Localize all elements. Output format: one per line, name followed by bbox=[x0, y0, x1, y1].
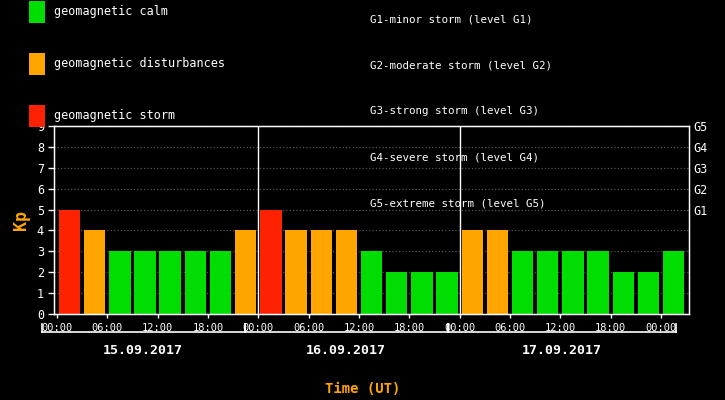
Bar bbox=[310, 230, 332, 314]
Bar bbox=[411, 272, 433, 314]
Bar bbox=[185, 251, 206, 314]
Text: G4-severe storm (level G4): G4-severe storm (level G4) bbox=[370, 152, 539, 162]
Text: geomagnetic calm: geomagnetic calm bbox=[54, 6, 167, 18]
Text: G1-minor storm (level G1): G1-minor storm (level G1) bbox=[370, 14, 532, 24]
Bar bbox=[587, 251, 609, 314]
Bar bbox=[336, 230, 357, 314]
Bar bbox=[361, 251, 382, 314]
Bar bbox=[134, 251, 156, 314]
Text: geomagnetic disturbances: geomagnetic disturbances bbox=[54, 58, 225, 70]
Bar bbox=[109, 251, 130, 314]
Bar bbox=[537, 251, 558, 314]
Bar bbox=[386, 272, 407, 314]
Text: G2-moderate storm (level G2): G2-moderate storm (level G2) bbox=[370, 60, 552, 70]
Bar bbox=[286, 230, 307, 314]
Text: 17.09.2017: 17.09.2017 bbox=[522, 344, 602, 357]
Bar bbox=[235, 230, 257, 314]
Bar bbox=[436, 272, 457, 314]
Text: G3-strong storm (level G3): G3-strong storm (level G3) bbox=[370, 106, 539, 116]
Bar bbox=[563, 251, 584, 314]
Y-axis label: Kp: Kp bbox=[12, 210, 30, 230]
Text: geomagnetic storm: geomagnetic storm bbox=[54, 110, 175, 122]
Bar bbox=[613, 272, 634, 314]
Bar bbox=[663, 251, 684, 314]
Bar bbox=[84, 230, 105, 314]
Bar bbox=[59, 210, 80, 314]
Bar bbox=[486, 230, 508, 314]
Bar bbox=[260, 210, 281, 314]
Bar bbox=[638, 272, 659, 314]
Bar bbox=[210, 251, 231, 314]
Bar bbox=[160, 251, 181, 314]
Text: 16.09.2017: 16.09.2017 bbox=[306, 344, 386, 357]
Text: G5-extreme storm (level G5): G5-extreme storm (level G5) bbox=[370, 198, 545, 208]
Bar bbox=[512, 251, 534, 314]
Text: 15.09.2017: 15.09.2017 bbox=[103, 344, 183, 357]
Bar bbox=[462, 230, 483, 314]
Text: Time (UT): Time (UT) bbox=[325, 382, 400, 396]
